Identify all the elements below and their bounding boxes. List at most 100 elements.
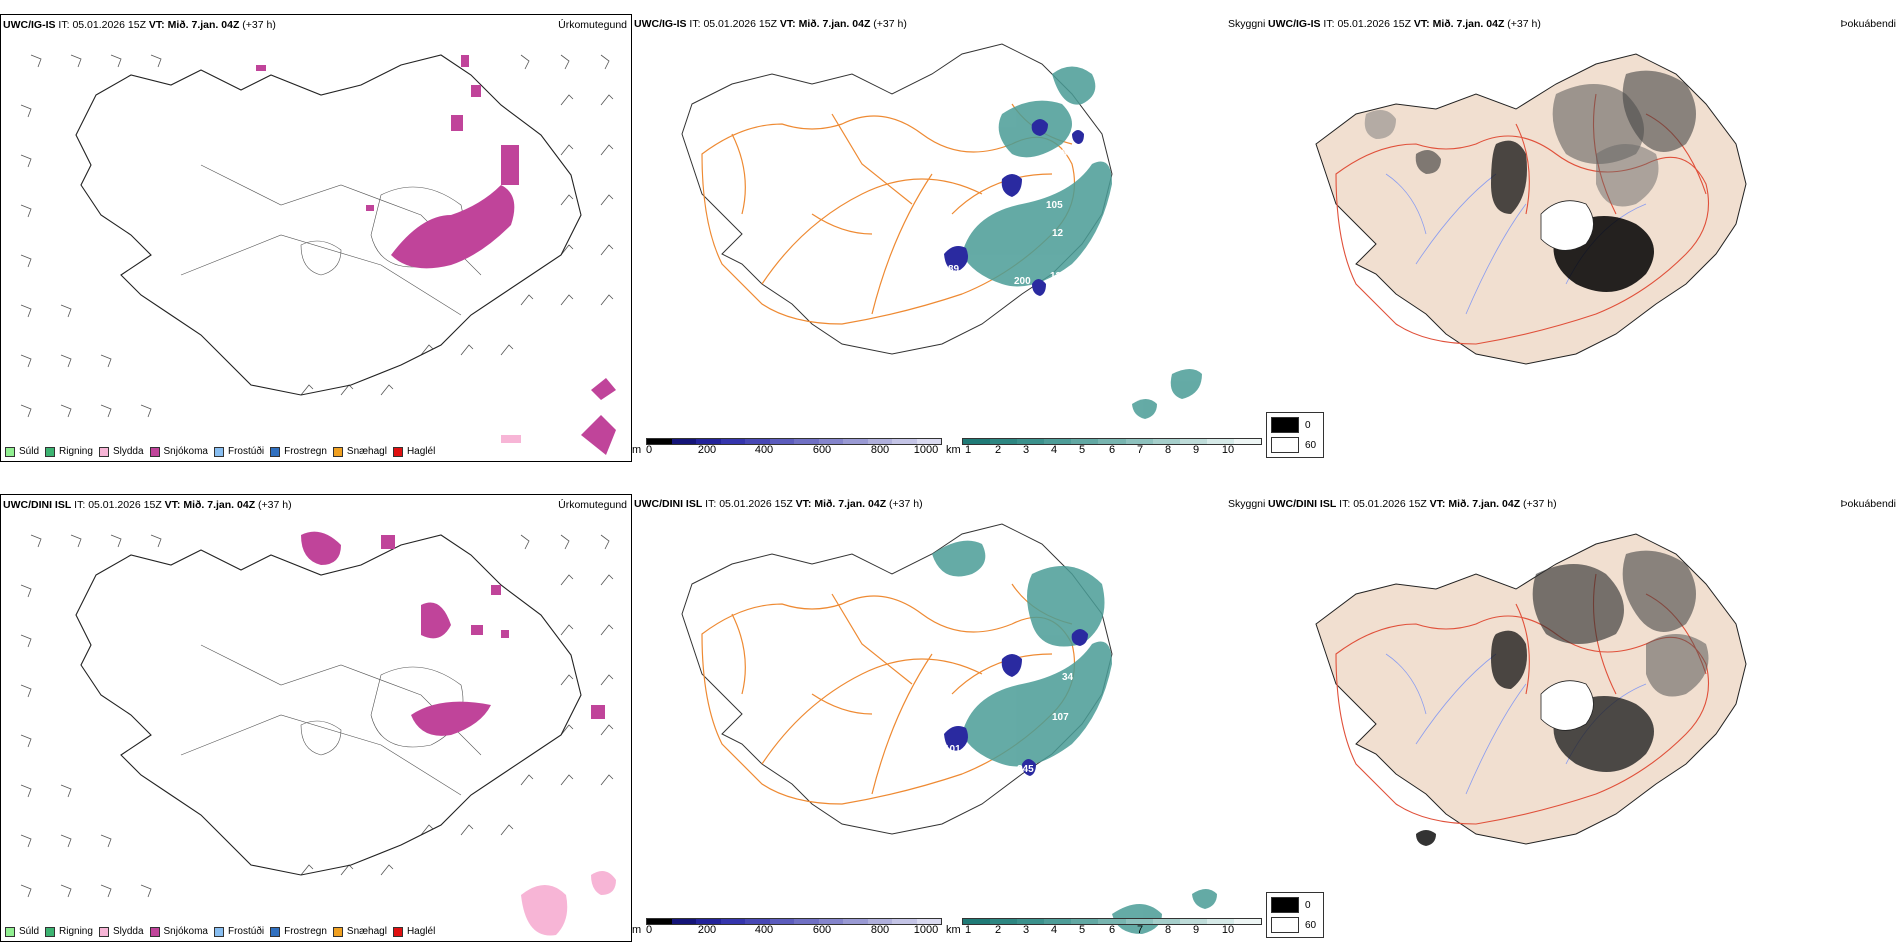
fog-index-legend: 0 60	[1266, 412, 1324, 458]
panel-title: UWC/IG-IS IT: 05.01.2026 15Z VT: Mið. 7.…	[634, 18, 907, 30]
cloud-value: 103	[1120, 640, 1137, 651]
legend-swatch	[45, 926, 56, 937]
colorbar-tick: 600	[812, 924, 832, 936]
colorbar-tick: 8	[1164, 924, 1172, 936]
colorbar-tick: 1000	[913, 924, 939, 936]
sleet-areas	[521, 871, 616, 936]
colorbar-strip	[962, 918, 1262, 925]
wind-barbs	[20, 534, 614, 898]
cloud-value: 101	[944, 744, 961, 755]
colorbar-tick: 200	[697, 444, 717, 456]
cloud-value: 92	[1137, 672, 1149, 683]
cloud-value: 12	[1052, 228, 1064, 239]
cloud-visibility-panel-2: UWC/DINI ISL IT: 05.01.2026 15Z VT: Mið.…	[632, 494, 1268, 942]
colorbar-tick: 9	[1192, 444, 1200, 456]
legend-item: Súld	[5, 926, 39, 937]
panel-title: UWC/IG-IS IT: 05.01.2026 15Z VT: Mið. 7.…	[3, 19, 276, 31]
colorbar-tick: 0	[645, 924, 653, 936]
colorbar-tick: 200	[697, 924, 717, 936]
legend-swatch	[213, 446, 224, 457]
cloud-value: 245	[1017, 764, 1034, 775]
panel-title: UWC/DINI ISL IT: 05.01.2026 15Z VT: Mið.…	[3, 499, 292, 511]
cloud-value: 183	[1104, 254, 1121, 265]
fog-index-map	[1315, 533, 1747, 846]
colorbar-tick: 8	[1164, 444, 1172, 456]
colorbar-tick: 7	[1136, 444, 1144, 456]
legend-item: Snjókoma	[149, 446, 208, 457]
legend-swatch	[270, 446, 281, 457]
fog-legend-swatch-low	[1271, 897, 1299, 913]
colorbar-tick: 7	[1136, 924, 1144, 936]
legend-item: Haglél	[392, 926, 435, 937]
iceland-coastline	[75, 54, 582, 396]
fog-index-map	[1315, 53, 1747, 365]
cloud-visibility-panel-1: UWC/IG-IS IT: 05.01.2026 15Z VT: Mið. 7.…	[632, 14, 1268, 462]
ceiling-value-labels: 89 200 123 183 107 105 12 238 148 492 12…	[948, 136, 1135, 315]
cloud-value: 89	[948, 264, 960, 275]
legend-item: Slydda	[98, 926, 144, 937]
ceiling-areas	[944, 629, 1088, 776]
colorbar-tick: 10	[1221, 444, 1235, 456]
visibility-colorbar: km 1 2 3 4 5 6 7 8 9 10	[946, 918, 1264, 942]
colorbar-tick: 2	[994, 444, 1002, 456]
cloud-value: 120	[1112, 172, 1129, 183]
cloud-value: 34	[1062, 672, 1074, 683]
cloud-value: 151	[1044, 760, 1061, 771]
colorbar-tick: 1000	[913, 444, 939, 456]
cloud-value: 107	[1042, 178, 1059, 189]
fog-legend-swatch-low	[1271, 417, 1299, 433]
colorbar-strip	[646, 438, 942, 445]
colorbar-tick: 1	[964, 444, 972, 456]
colorbar-unit: m	[632, 444, 642, 456]
legend-item: Snjókoma	[149, 926, 208, 937]
colorbar-tick: 6	[1108, 924, 1116, 936]
colorbar-tick: 5	[1078, 924, 1086, 936]
fog-index-legend: 0 60	[1266, 892, 1324, 938]
cloud-value: 200	[1014, 276, 1031, 287]
legend-item: Frostúði	[213, 446, 264, 457]
precip-type-panel-2: UWC/DINI ISL IT: 05.01.2026 15Z VT: Mið.…	[0, 494, 632, 942]
precip-type-label: Úrkomutegund	[558, 499, 627, 511]
colorbar-tick: 800	[870, 924, 890, 936]
cloud-value: 238	[1118, 276, 1135, 287]
precip-legend: Súld Rigning Slydda Snjókoma Frostúði Fr…	[5, 446, 435, 457]
fog-index-label: Þokuábendi	[1840, 18, 1896, 30]
iceland-coastline	[75, 534, 582, 876]
legend-item: Rigning	[45, 926, 93, 937]
legend-item: Slydda	[98, 446, 144, 457]
fog-index-panel-1: UWC/IG-IS IT: 05.01.2026 15Z VT: Mið. 7.…	[1266, 14, 1900, 454]
legend-item: Rigning	[45, 446, 93, 457]
fog-legend-low: 0	[1305, 419, 1311, 431]
colorbar-tick: 0	[645, 444, 653, 456]
legend-item: Snæhagl	[332, 446, 387, 457]
visibility-label: Skyggni	[1228, 498, 1266, 510]
wind-barbs	[20, 54, 614, 418]
fog-index-label: Þokuábendi	[1840, 498, 1896, 510]
rivers	[1385, 653, 1647, 795]
ceiling-colorbar: m 0 200 400 600 800 1000	[632, 438, 942, 462]
colorbar-strip	[962, 438, 1262, 445]
legend-swatch	[149, 446, 160, 457]
legend-item: Frostregn	[270, 926, 327, 937]
fog-legend-swatch-high	[1271, 917, 1299, 933]
colorbar-tick: 5	[1078, 444, 1086, 456]
legend-swatch	[392, 446, 403, 457]
visibility-areas	[962, 66, 1202, 419]
panel-title: UWC/IG-IS IT: 05.01.2026 15Z VT: Mið. 7.…	[1268, 18, 1541, 30]
panel-title: UWC/DINI ISL IT: 05.01.2026 15Z VT: Mið.…	[1268, 498, 1557, 510]
legend-item: Frostregn	[270, 446, 327, 457]
legend-swatch	[392, 926, 403, 937]
legend-swatch	[270, 926, 281, 937]
colorbar-tick: 9	[1192, 924, 1200, 936]
fog-legend-low: 0	[1305, 899, 1311, 911]
cloud-value: 492	[1092, 300, 1109, 311]
colorbar-tick: 3	[1022, 924, 1030, 936]
fog-legend-swatch-high	[1271, 437, 1299, 453]
cloud-value: 105	[1046, 200, 1063, 211]
cloud-value: 148	[1068, 304, 1085, 315]
legend-swatch	[45, 446, 56, 457]
precip-map	[20, 531, 616, 936]
ceiling-areas	[944, 119, 1084, 296]
fog-index-field	[1416, 550, 1709, 846]
legend-swatch	[98, 926, 109, 937]
